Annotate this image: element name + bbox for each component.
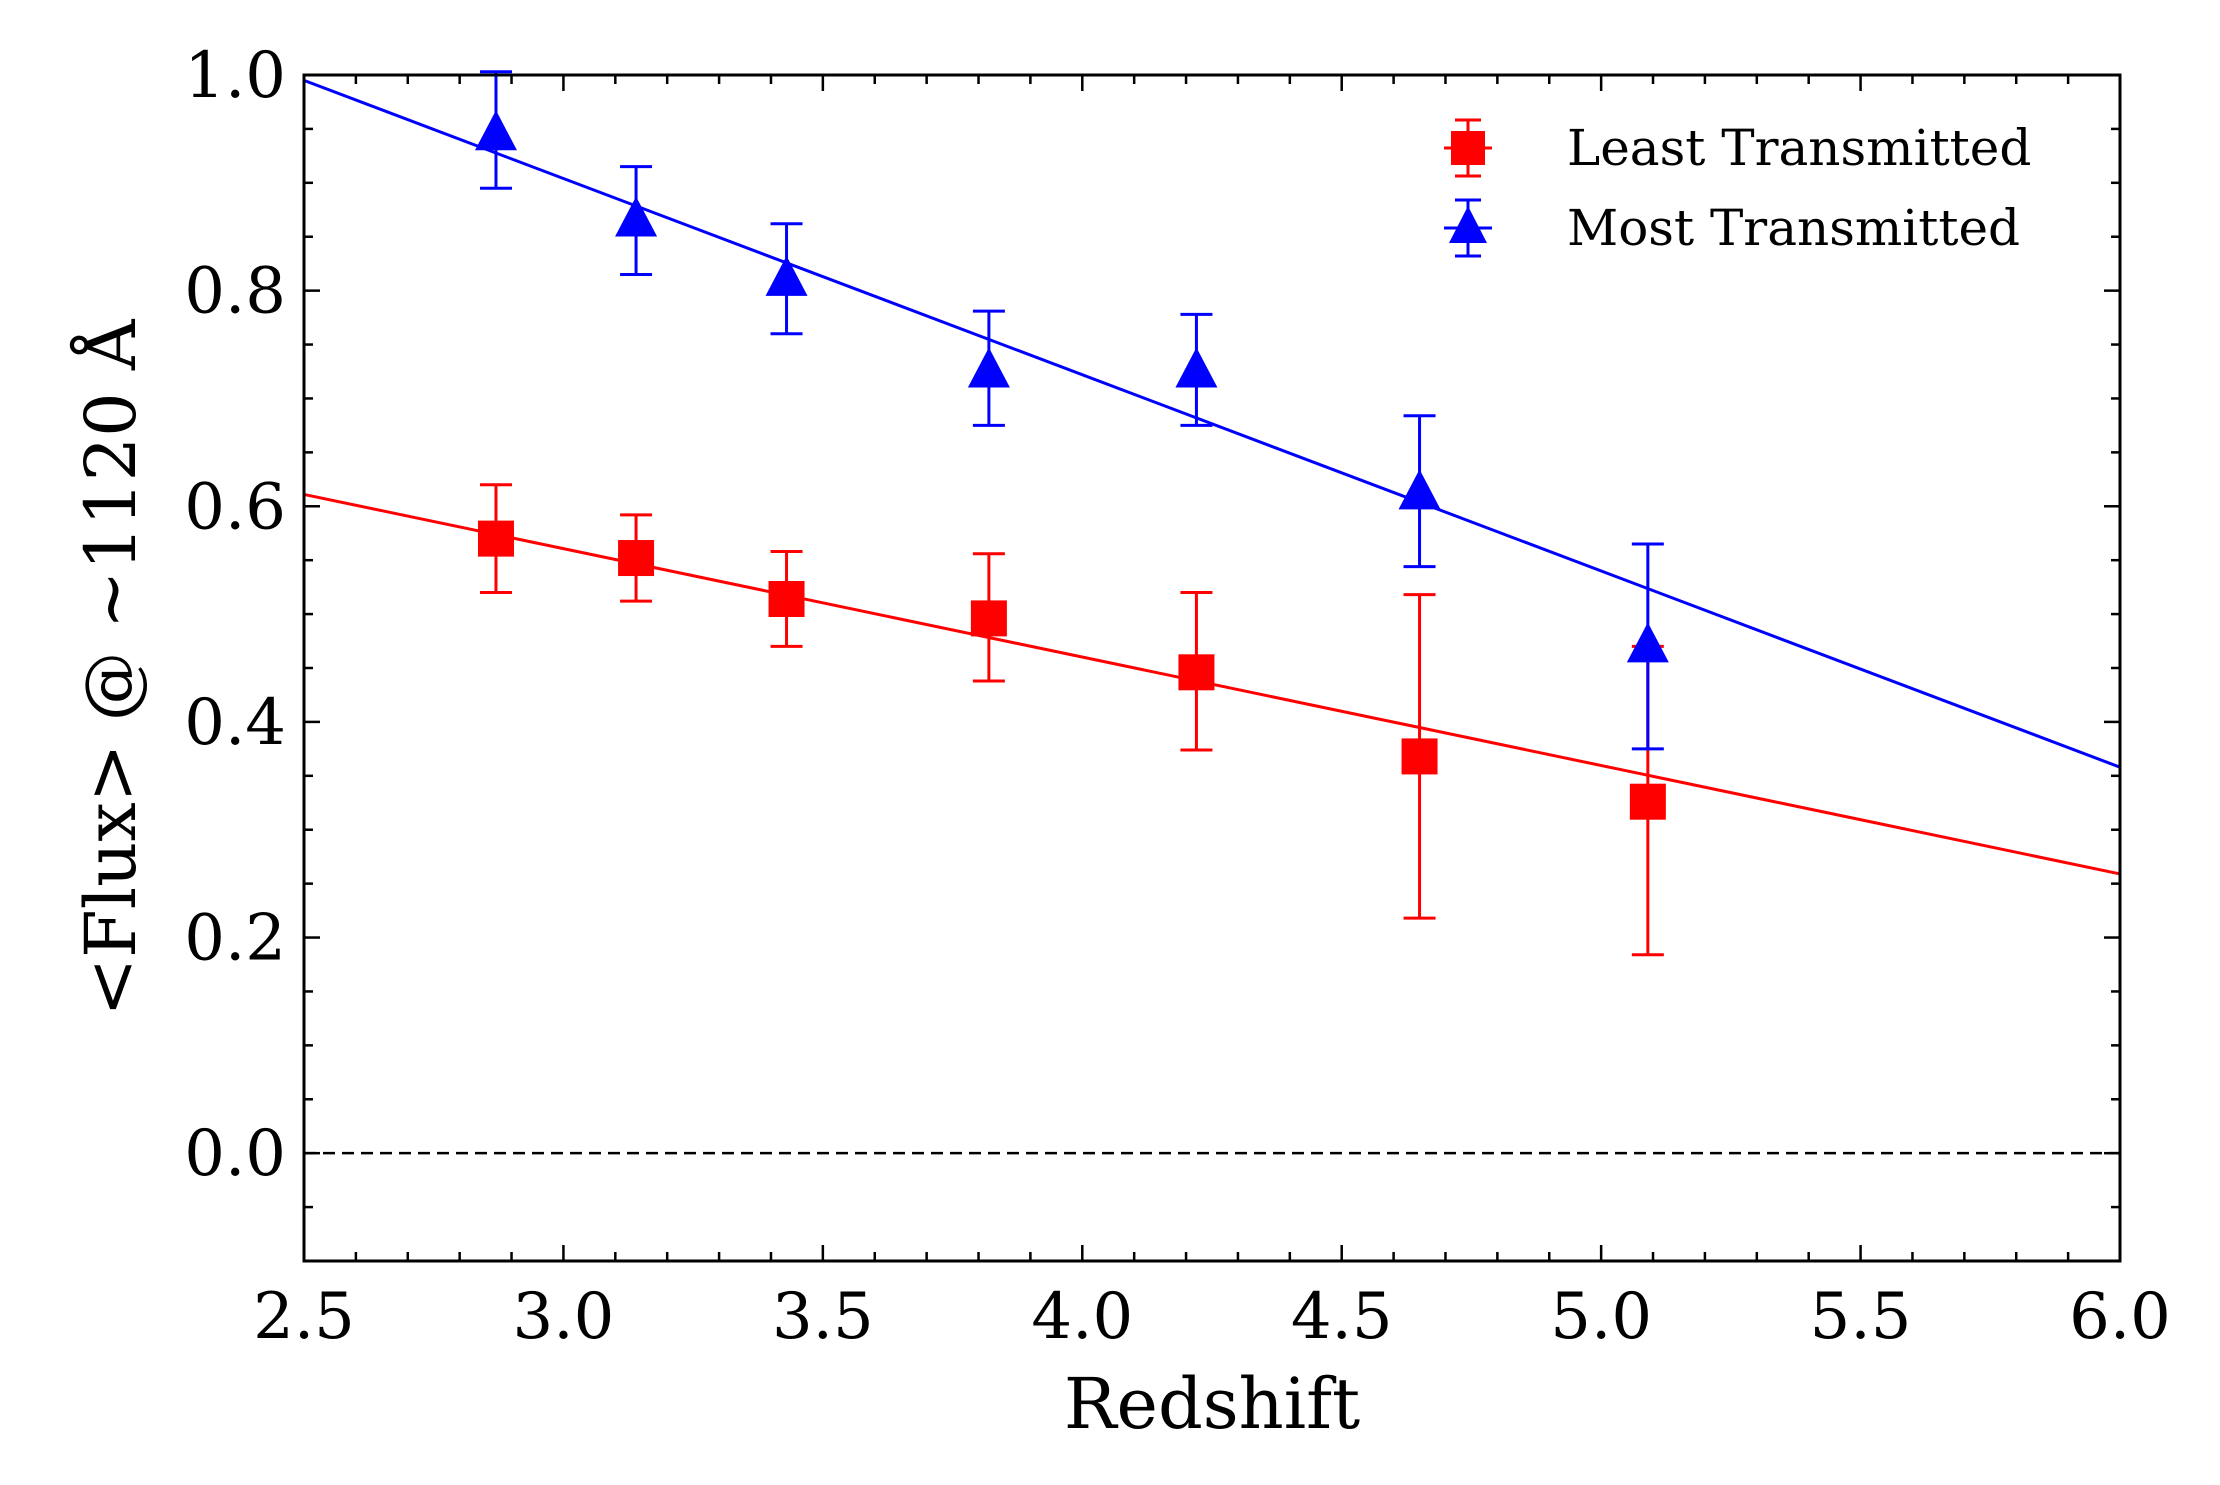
x-tick-label: 5.5 [1810, 1280, 1912, 1354]
y-axis-label: <Flux> @ ~1120 Å [70, 318, 152, 1016]
y-tick-label: 0.2 [184, 902, 286, 976]
y-tick-label: 0.4 [184, 686, 286, 760]
data-point-most-transmitted [615, 196, 658, 237]
legend-marker-most-transmitted [1449, 206, 1487, 243]
data-point-most-transmitted [765, 255, 808, 296]
fit-line-most-transmitted [303, 78, 2121, 769]
data-point-most-transmitted [967, 347, 1010, 388]
x-tick-label: 4.5 [1291, 1280, 1393, 1354]
data-point-least-transmitted [970, 600, 1007, 637]
x-tick-label: 3.5 [772, 1280, 874, 1354]
data-point-least-transmitted [618, 540, 655, 577]
data-point-least-transmitted [1629, 783, 1666, 820]
x-tick-label: 3.0 [513, 1280, 615, 1354]
x-tick-label: 4.0 [1031, 1280, 1133, 1354]
y-tick-label: 0.0 [184, 1117, 286, 1191]
x-tick-label: 2.5 [253, 1280, 355, 1354]
data-point-least-transmitted [1401, 738, 1438, 775]
data-point-most-transmitted [474, 110, 517, 151]
y-tick-label: 0.6 [184, 470, 286, 544]
data-point-most-transmitted [1175, 347, 1218, 388]
y-tick-label: 1.0 [184, 39, 286, 113]
ticks-layer [302, 73, 2122, 1263]
y-tick-label: 0.8 [184, 255, 286, 329]
legend-label-least-transmitted: Least Transmitted [1567, 119, 2031, 177]
legend: Least Transmitted Most Transmitted [1444, 118, 2031, 258]
data-point-most-transmitted [1398, 469, 1441, 510]
x-axis-label: Redshift [1064, 1363, 1360, 1445]
tick-labels-layer: 2.5 3.0 3.5 4.0 4.5 5.0 5.5 6.0 0.0 0.2 0.4 0.6 0.8 1… [184, 39, 2171, 1354]
legend-marker-least-transmitted [1451, 131, 1485, 165]
data-point-least-transmitted [1178, 654, 1215, 691]
data-point-least-transmitted [768, 580, 805, 617]
data-point-least-transmitted [477, 520, 514, 557]
data-point-most-transmitted [1626, 622, 1669, 663]
x-tick-label: 5.0 [1550, 1280, 1652, 1354]
x-tick-label: 6.0 [2069, 1280, 2171, 1354]
legend-label-most-transmitted: Most Transmitted [1567, 199, 2020, 257]
data-points-layer [474, 110, 1669, 820]
